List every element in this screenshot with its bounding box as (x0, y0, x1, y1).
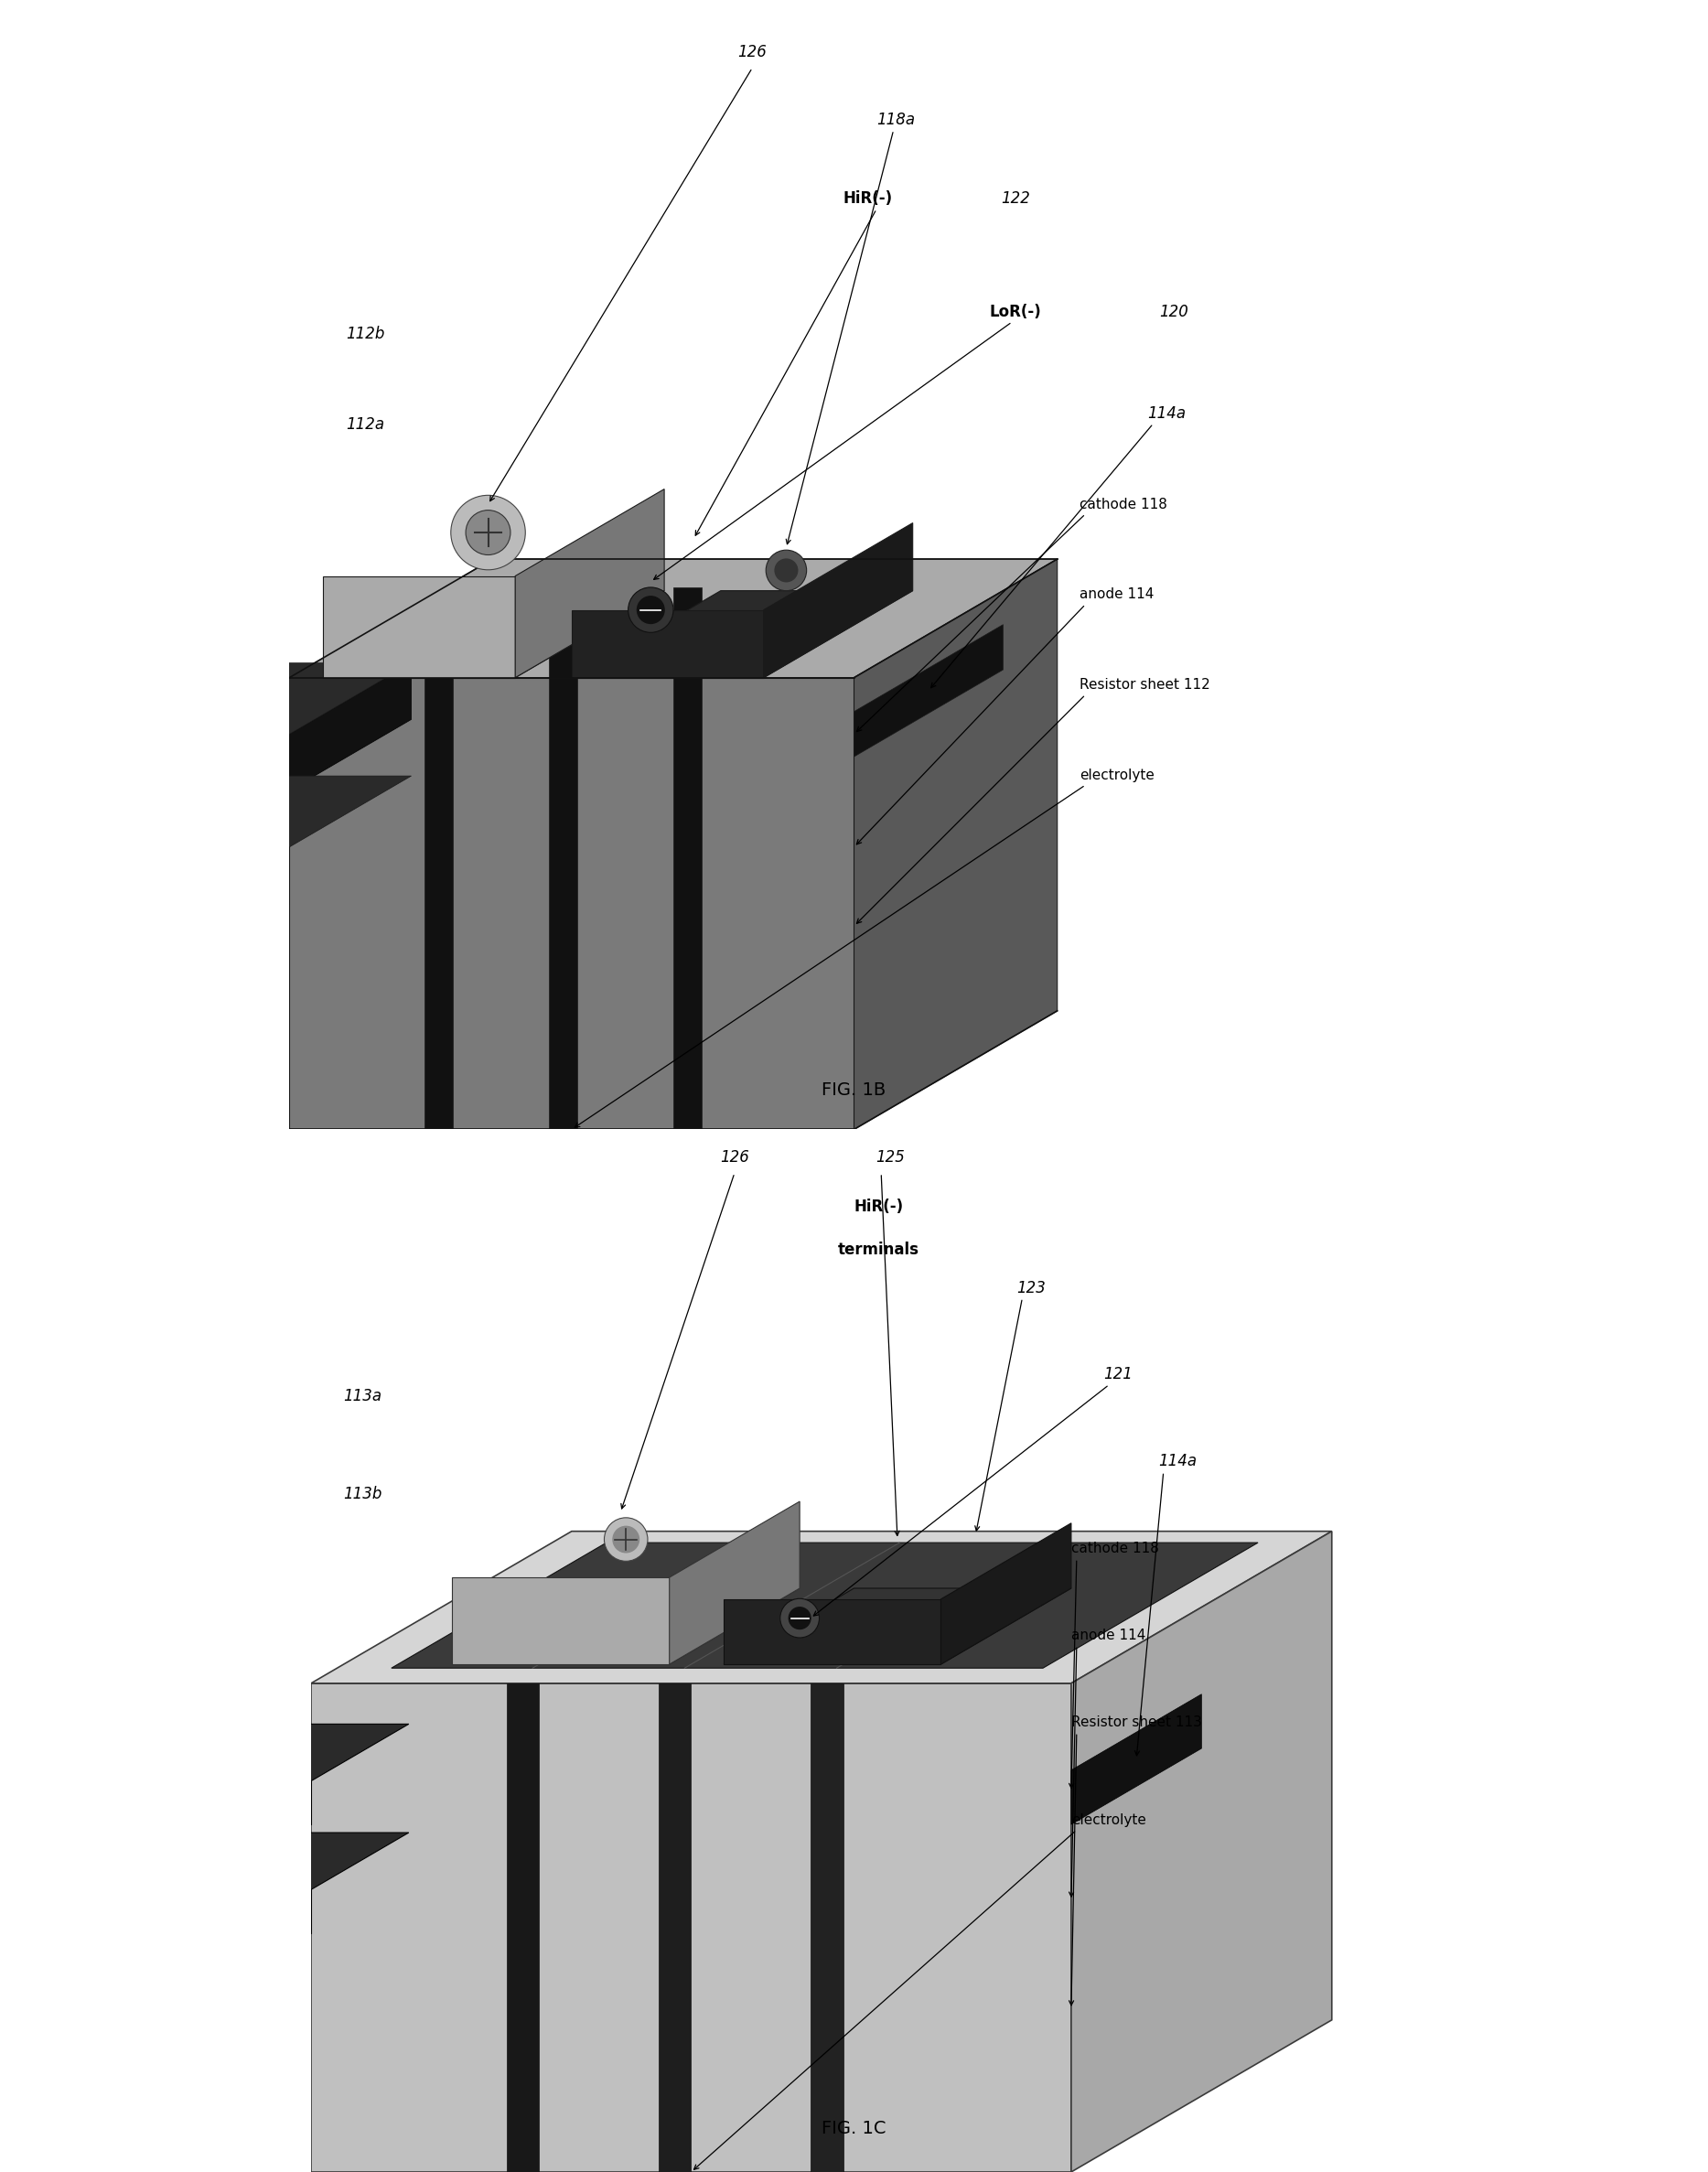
Circle shape (605, 1518, 647, 1562)
Polygon shape (425, 678, 453, 1129)
Circle shape (451, 495, 526, 569)
Polygon shape (1071, 1531, 1332, 2172)
Text: 118a: 118a (876, 111, 915, 128)
Circle shape (765, 550, 806, 591)
Text: FIG. 1C: FIG. 1C (822, 2120, 886, 2137)
Circle shape (637, 597, 664, 623)
Polygon shape (854, 558, 1057, 1129)
Text: 112a: 112a (345, 417, 384, 432)
Polygon shape (391, 1542, 1259, 1668)
Polygon shape (453, 1577, 670, 1664)
Circle shape (466, 510, 511, 554)
Text: FIG. 1B: FIG. 1B (822, 1082, 886, 1099)
Polygon shape (1071, 1694, 1201, 1824)
Polygon shape (289, 678, 854, 1129)
Polygon shape (154, 662, 412, 734)
Polygon shape (763, 523, 912, 678)
Polygon shape (724, 1588, 1071, 1664)
Polygon shape (548, 586, 577, 678)
Text: 125: 125 (876, 1149, 905, 1166)
Polygon shape (811, 1683, 844, 2172)
Text: cathode 118: cathode 118 (1079, 497, 1168, 510)
Text: anode 114: anode 114 (1079, 589, 1155, 602)
Polygon shape (572, 610, 763, 678)
Polygon shape (453, 1588, 799, 1664)
Text: 112b: 112b (345, 326, 384, 343)
Circle shape (629, 586, 673, 632)
Text: 121: 121 (1103, 1366, 1132, 1384)
Polygon shape (154, 847, 289, 904)
Text: LoR(-): LoR(-) (989, 304, 1042, 319)
Circle shape (613, 1527, 639, 1553)
Polygon shape (169, 1890, 311, 1933)
Text: anode 114: anode 114 (1071, 1629, 1146, 1642)
Polygon shape (670, 1501, 799, 1664)
Text: Resistor sheet 112: Resistor sheet 112 (1079, 678, 1211, 691)
Polygon shape (323, 576, 516, 678)
Text: 120: 120 (1160, 304, 1189, 319)
Text: HiR(-): HiR(-) (842, 191, 892, 206)
Polygon shape (507, 1683, 540, 2172)
Polygon shape (854, 626, 1003, 756)
Polygon shape (425, 586, 453, 678)
Text: Resistor sheet 113: Resistor sheet 113 (1071, 1716, 1202, 1729)
Text: 122: 122 (1001, 191, 1030, 206)
Polygon shape (516, 489, 664, 678)
Polygon shape (311, 1531, 1332, 1683)
Text: cathode 118: cathode 118 (1071, 1542, 1160, 1555)
Polygon shape (169, 1781, 311, 1824)
Text: 126: 126 (721, 1149, 750, 1166)
Polygon shape (154, 775, 412, 847)
Circle shape (775, 558, 798, 582)
Circle shape (789, 1607, 811, 1629)
Text: 126: 126 (738, 43, 767, 61)
Polygon shape (154, 734, 289, 791)
Polygon shape (941, 1523, 1071, 1664)
Text: 113b: 113b (343, 1486, 383, 1503)
Polygon shape (289, 662, 412, 791)
Text: 113a: 113a (343, 1388, 383, 1405)
Polygon shape (673, 678, 702, 1129)
Text: 114a: 114a (1148, 406, 1185, 421)
Polygon shape (572, 591, 912, 678)
Text: 114a: 114a (1158, 1453, 1197, 1470)
Polygon shape (659, 1683, 692, 2172)
Text: 123: 123 (1016, 1279, 1045, 1297)
Polygon shape (323, 591, 664, 678)
Polygon shape (169, 1833, 408, 1890)
Polygon shape (548, 678, 577, 1129)
Text: electrolyte: electrolyte (1071, 1814, 1146, 1827)
Polygon shape (169, 1725, 408, 1781)
Polygon shape (673, 586, 702, 678)
Polygon shape (311, 1683, 1071, 2172)
Polygon shape (724, 1599, 941, 1664)
Text: HiR(-): HiR(-) (854, 1199, 904, 1214)
Text: terminals: terminals (837, 1242, 919, 1258)
Circle shape (781, 1599, 820, 1638)
Polygon shape (289, 558, 1057, 678)
Text: electrolyte: electrolyte (1079, 769, 1155, 782)
